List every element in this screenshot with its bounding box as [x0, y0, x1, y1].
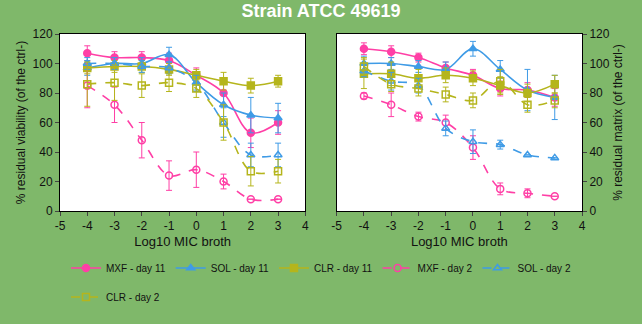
svg-text:20: 20: [39, 175, 53, 189]
svg-text:SOL - day 2: SOL - day 2: [517, 263, 570, 274]
svg-text:CLR - day 11: CLR - day 11: [314, 263, 373, 274]
svg-text:MXF - day 11: MXF - day 11: [106, 263, 166, 274]
svg-text:-2: -2: [413, 219, 424, 233]
svg-text:-3: -3: [109, 219, 120, 233]
svg-text:0: 0: [193, 219, 200, 233]
svg-text:60: 60: [39, 116, 53, 130]
svg-text:40: 40: [589, 145, 603, 159]
svg-text:Log10 MIC broth: Log10 MIC broth: [411, 234, 508, 249]
svg-text:2: 2: [247, 219, 254, 233]
svg-text:0: 0: [46, 204, 53, 218]
svg-text:0: 0: [589, 204, 596, 218]
svg-text:3: 3: [551, 219, 558, 233]
svg-text:120: 120: [33, 27, 53, 41]
svg-text:% residual matrix (of the ctrl: % residual matrix (of the ctrl-): [611, 44, 625, 201]
svg-text:20: 20: [589, 175, 603, 189]
svg-text:80: 80: [589, 86, 603, 100]
svg-text:4: 4: [579, 219, 586, 233]
svg-text:CLR - day 2: CLR - day 2: [106, 292, 160, 303]
svg-text:2: 2: [524, 219, 531, 233]
svg-text:-1: -1: [440, 219, 451, 233]
svg-text:80: 80: [39, 86, 53, 100]
svg-text:-4: -4: [359, 219, 370, 233]
svg-text:SOL - day 11: SOL - day 11: [211, 263, 269, 274]
svg-text:0: 0: [470, 219, 477, 233]
svg-text:% residual viability (of the c: % residual viability (of the ctrl-): [14, 41, 28, 204]
svg-text:60: 60: [589, 116, 603, 130]
svg-text:-1: -1: [164, 219, 175, 233]
svg-text:-4: -4: [82, 219, 93, 233]
svg-text:-5: -5: [331, 219, 342, 233]
svg-text:1: 1: [220, 219, 227, 233]
svg-text:Log10 MIC broth: Log10 MIC broth: [134, 234, 231, 249]
svg-text:-5: -5: [55, 219, 66, 233]
svg-text:1: 1: [497, 219, 504, 233]
svg-text:-2: -2: [136, 219, 147, 233]
svg-text:40: 40: [39, 145, 53, 159]
svg-text:Strain ATCC 49619: Strain ATCC 49619: [241, 1, 400, 21]
svg-text:MXF - day 2: MXF - day 2: [418, 263, 473, 274]
svg-text:100: 100: [589, 57, 609, 71]
svg-text:120: 120: [589, 27, 609, 41]
svg-text:100: 100: [33, 57, 53, 71]
svg-text:4: 4: [302, 219, 309, 233]
svg-text:-3: -3: [386, 219, 397, 233]
svg-text:3: 3: [275, 219, 282, 233]
